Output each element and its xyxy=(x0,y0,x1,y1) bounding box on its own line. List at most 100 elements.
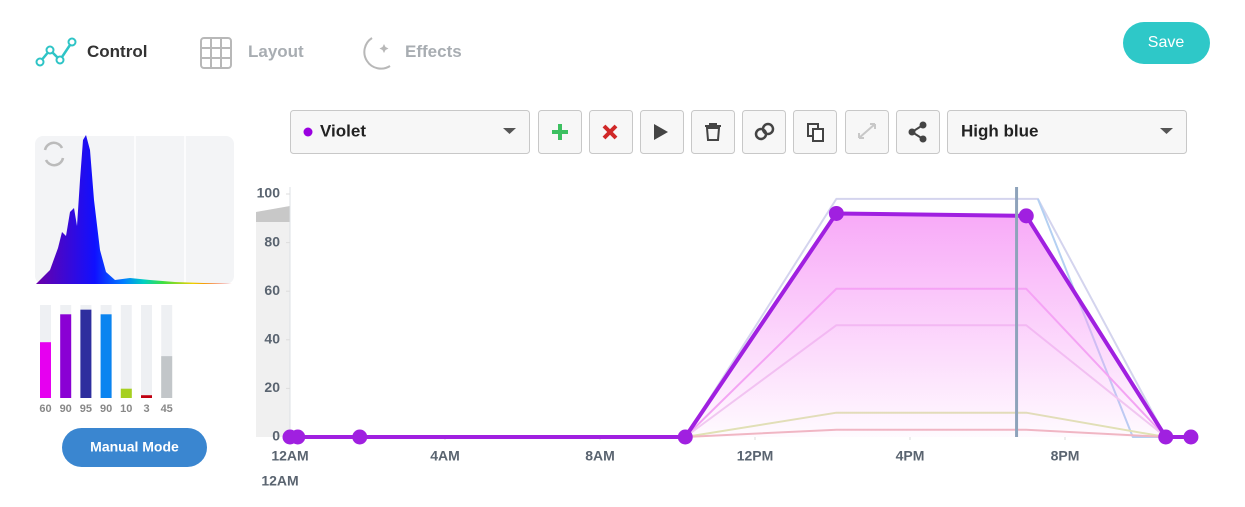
profile-dropdown[interactable]: High blue xyxy=(947,110,1187,154)
bar xyxy=(120,388,132,398)
point xyxy=(1018,208,1034,224)
bar-value-label: 3 xyxy=(143,403,149,415)
channel-bars: 60 90 95 90 10 3 45 xyxy=(39,305,173,415)
icon xyxy=(201,38,231,68)
y-tick-label: 20 xyxy=(264,379,280,395)
axis-handle xyxy=(256,206,290,437)
button-bg xyxy=(1123,22,1210,64)
x-tick-label: 12AM xyxy=(271,448,308,464)
x-tick-label: 12PM xyxy=(737,448,774,464)
button-bg xyxy=(62,428,207,467)
spectrum-curve xyxy=(36,135,232,284)
icon xyxy=(552,124,568,140)
point xyxy=(1158,429,1174,445)
series-line xyxy=(290,211,1191,439)
icon xyxy=(39,41,74,63)
bar xyxy=(40,342,51,398)
bar-value-label: 45 xyxy=(161,403,173,415)
x-annotation: 12AM xyxy=(261,473,298,489)
x-tick-label: 4AM xyxy=(430,448,460,464)
refresh-icon[interactable] xyxy=(43,141,65,167)
dropdown-bg xyxy=(290,110,530,154)
y-tick-label: 0 xyxy=(272,428,280,444)
tab-control[interactable]: Control xyxy=(35,37,148,67)
bar-track xyxy=(161,305,173,398)
tab-label: Control xyxy=(87,42,147,61)
bar-value-label: 10 xyxy=(120,403,132,415)
icon xyxy=(919,121,927,129)
link-button[interactable] xyxy=(742,110,786,154)
x-tick-label: 4PM xyxy=(896,448,925,464)
bar xyxy=(60,314,72,398)
y-tick-label: 60 xyxy=(264,282,280,298)
bar-value-label: 60 xyxy=(39,403,51,415)
bar-value-label: 90 xyxy=(100,403,112,415)
remove-button[interactable] xyxy=(589,110,633,154)
icon xyxy=(67,37,77,47)
point xyxy=(677,429,693,445)
icon xyxy=(761,122,775,136)
channel-dropdown[interactable]: Violet xyxy=(290,110,530,154)
area xyxy=(290,213,1191,437)
x-tick-label: 8AM xyxy=(585,448,615,464)
add-button[interactable] xyxy=(538,110,582,154)
tab-layout[interactable]: Layout xyxy=(200,37,304,69)
icon xyxy=(55,55,65,65)
icon xyxy=(200,37,232,69)
delete-button[interactable] xyxy=(691,110,735,154)
caret xyxy=(503,128,516,134)
button-bg xyxy=(691,110,735,154)
point xyxy=(352,429,368,445)
icon xyxy=(602,124,618,140)
play-button[interactable] xyxy=(640,110,684,154)
bar xyxy=(100,314,112,398)
spectrum xyxy=(35,135,234,284)
bar xyxy=(80,309,92,398)
dropdown-label: Violet xyxy=(320,121,366,140)
icon xyxy=(812,128,824,142)
bar xyxy=(161,356,173,398)
save-button[interactable]: Save xyxy=(1123,22,1210,64)
icon xyxy=(908,128,916,136)
bar-track xyxy=(120,305,132,398)
icon xyxy=(35,57,45,67)
y-tick-label: 80 xyxy=(264,233,280,249)
tab-effects[interactable]: Effects xyxy=(363,37,462,70)
tab-label: Layout xyxy=(248,42,304,61)
point xyxy=(828,205,844,221)
y-tick-label: 40 xyxy=(264,331,280,347)
bar-value-label: 90 xyxy=(60,403,72,415)
expand-button[interactable] xyxy=(845,110,889,154)
icon xyxy=(858,123,876,139)
y-tick-label: 100 xyxy=(257,185,281,201)
bar xyxy=(141,395,152,398)
schedule-chart: 0 20 40 60 80 100 12AM 4AM 8AM 12PM 4PM 8PM 12AM xyxy=(257,185,1199,489)
icon xyxy=(45,45,55,55)
channel-dot xyxy=(303,127,313,137)
icon xyxy=(705,123,721,141)
icon xyxy=(363,37,391,70)
copy-button[interactable] xyxy=(793,110,837,154)
icon xyxy=(654,124,668,140)
axis-handle xyxy=(256,206,290,222)
manual-button[interactable]: Manual Mode xyxy=(62,428,207,467)
dropdown-bg xyxy=(947,110,1187,154)
button-label: Save xyxy=(1148,34,1185,51)
dropdown-label: High blue xyxy=(961,121,1038,140)
button-label: Manual Mode xyxy=(90,439,179,455)
x-tick-label: 8PM xyxy=(1051,448,1080,464)
series-line xyxy=(684,197,1167,438)
bar-value-label: 95 xyxy=(80,403,92,415)
share-button[interactable] xyxy=(896,110,940,154)
point xyxy=(1183,429,1199,445)
caret xyxy=(1160,128,1173,134)
button-bg xyxy=(896,110,940,154)
spectrum-grid xyxy=(134,136,186,284)
tab-label: Effects xyxy=(405,42,462,61)
bar-track xyxy=(141,305,152,398)
icon xyxy=(379,44,389,53)
point xyxy=(290,429,306,445)
icon xyxy=(919,135,927,143)
icon xyxy=(43,141,65,167)
